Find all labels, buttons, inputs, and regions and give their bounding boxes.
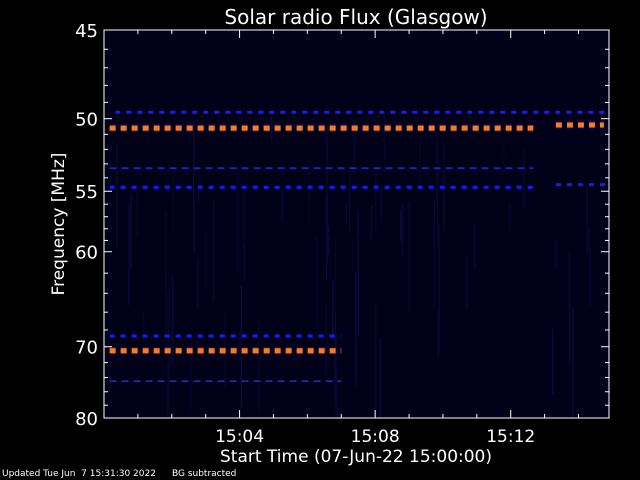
noise-streak xyxy=(243,243,246,280)
noise-streak xyxy=(334,236,336,365)
noise-streak xyxy=(509,203,511,234)
noise-streak xyxy=(240,286,242,410)
axis-ticks xyxy=(104,29,609,419)
noise-streak xyxy=(355,271,357,386)
noise-streak xyxy=(380,184,382,223)
noise-streak xyxy=(419,127,421,197)
noise-streak xyxy=(589,249,592,310)
footer-updated: Updated Tue Jun 7 15:31:30 2022 xyxy=(2,469,156,479)
noise-streak xyxy=(436,143,439,245)
noise-streak xyxy=(436,125,438,206)
footer-bg-note: BG subtracted xyxy=(171,469,237,479)
noise-streak xyxy=(172,159,175,234)
noise-streak xyxy=(243,189,245,249)
y-axis-label: Frequency [MHz] xyxy=(49,153,69,296)
noise-streak xyxy=(375,172,377,234)
noise-streak xyxy=(258,318,260,411)
noise-streak xyxy=(384,113,386,172)
noise-streak xyxy=(198,178,200,202)
y-tick-label: 55 xyxy=(75,182,98,203)
noise-streak xyxy=(401,203,404,258)
noise-streak xyxy=(353,119,355,174)
noise-streak xyxy=(466,256,468,309)
y-tick-label: 80 xyxy=(75,409,98,430)
noise-streak xyxy=(334,310,336,402)
noise-streak xyxy=(116,143,118,249)
noise-streak xyxy=(171,276,174,367)
noise-streak xyxy=(375,301,377,418)
noise-streak xyxy=(345,204,347,226)
noise-streak xyxy=(193,119,195,252)
noise-streak xyxy=(237,162,239,272)
noise-streak xyxy=(332,279,334,341)
noise-streak xyxy=(128,203,130,306)
noise-streak xyxy=(348,165,351,235)
noise-streak xyxy=(238,330,241,352)
noise-streak xyxy=(586,183,588,256)
x-axis-label: Start Time (07-Jun-22 15:00:00) xyxy=(220,447,492,467)
noise-streak xyxy=(555,239,557,271)
noise-streak xyxy=(335,332,337,418)
noise-streak xyxy=(433,198,435,309)
y-tick-labels: 45 50 55 60 70 80 xyxy=(75,21,98,430)
noise-streak xyxy=(379,338,381,418)
chart-title: Solar radio Flux (Glasgow) xyxy=(224,5,487,29)
x-tick-labels: 15:04 15:08 15:12 xyxy=(215,427,535,447)
noise-streak xyxy=(196,260,199,309)
noise-streak xyxy=(437,310,439,358)
noise-streak xyxy=(325,302,328,377)
noise-streak xyxy=(190,337,192,411)
x-tick-label: 15:12 xyxy=(486,427,535,447)
noise-streak xyxy=(438,223,440,353)
noise-streak xyxy=(165,211,167,346)
noise-streak xyxy=(408,201,410,313)
noise-streak xyxy=(212,199,215,302)
noise-streak xyxy=(568,251,571,367)
y-tick-label: 50 xyxy=(75,110,98,131)
noise-streak xyxy=(523,149,525,211)
noise-streak xyxy=(130,193,132,270)
y-tick-label: 45 xyxy=(75,21,98,42)
noise-streak xyxy=(399,210,402,241)
noise-streak xyxy=(315,235,318,337)
x-tick-label: 15:08 xyxy=(351,427,400,447)
noise-streak xyxy=(503,139,505,180)
noise-streak xyxy=(326,125,328,262)
noise-streak xyxy=(167,292,169,418)
noise-streak xyxy=(308,159,310,227)
noise-streak xyxy=(351,238,354,273)
noise-streak xyxy=(143,312,145,343)
noise-streak xyxy=(270,114,273,142)
x-tick-label: 15:04 xyxy=(215,427,264,447)
noise-streak xyxy=(473,222,476,270)
noise-streak xyxy=(551,328,554,395)
plot-frame xyxy=(103,29,610,419)
y-tick-label: 60 xyxy=(75,243,98,264)
noise-streak xyxy=(205,230,207,289)
y-tick-label: 70 xyxy=(75,338,98,359)
noise-streak xyxy=(572,307,574,418)
noise-streak xyxy=(281,189,284,219)
noise-streak xyxy=(136,190,138,238)
noise-streak xyxy=(370,205,373,241)
noise-streak xyxy=(357,211,360,337)
noise-streak xyxy=(588,227,590,252)
noise-streak xyxy=(168,277,170,400)
noise-streak xyxy=(327,225,330,255)
footer: Updated Tue Jun 7 15:31:30 2022 BG subtra… xyxy=(2,469,252,479)
emission-features xyxy=(109,110,607,382)
